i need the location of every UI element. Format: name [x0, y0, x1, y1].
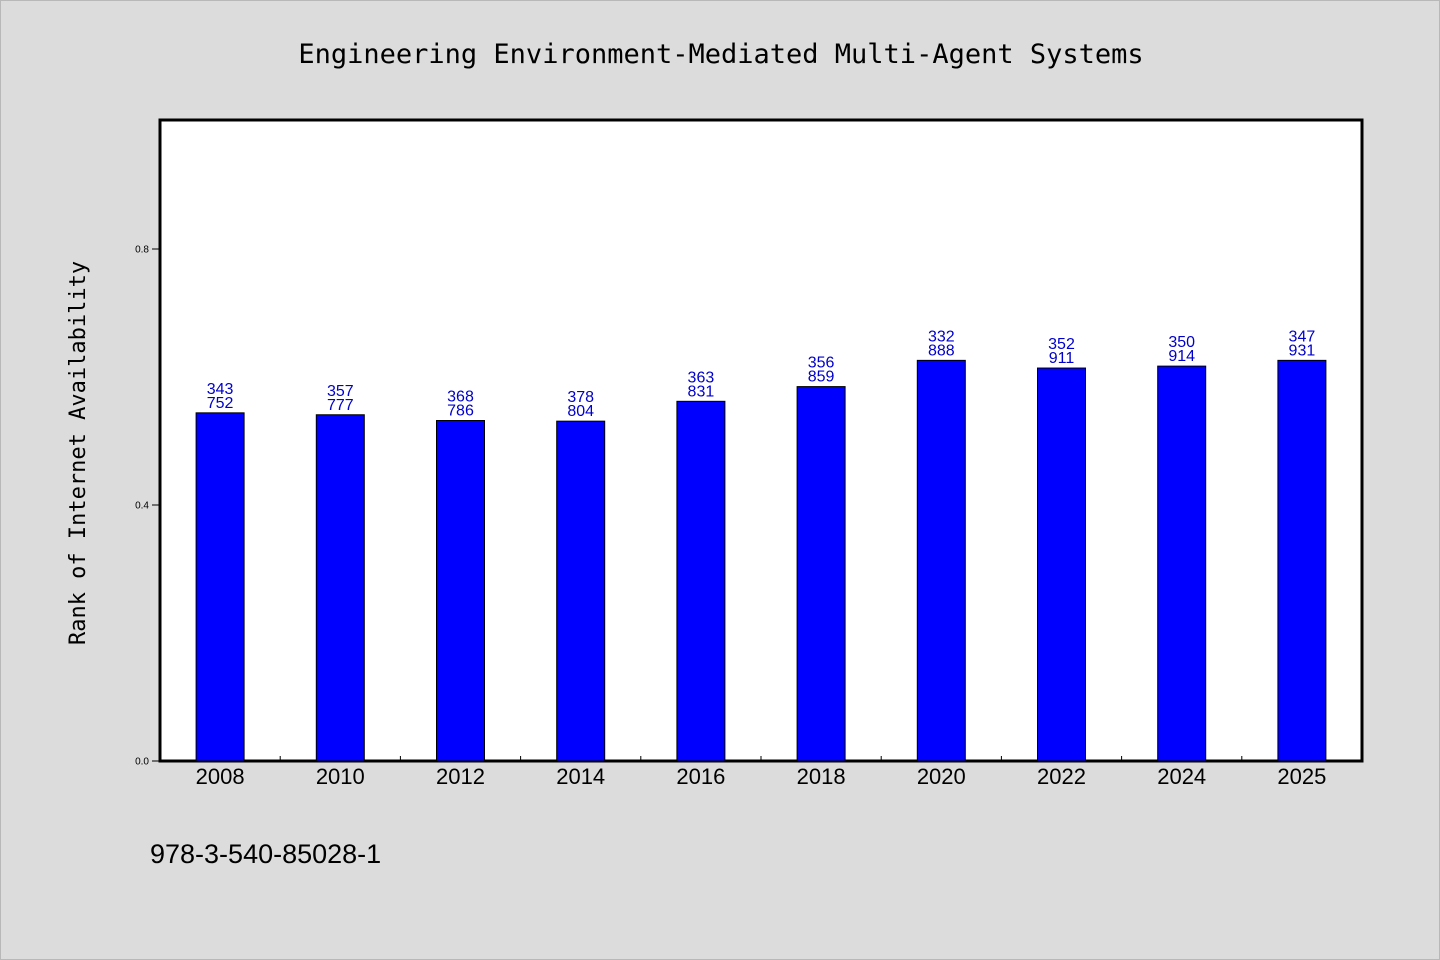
- bar-label-2020-1: 332: [928, 328, 955, 345]
- y-tick-label-0.4: 0.4: [135, 501, 149, 512]
- bar-2008: [195, 412, 245, 762]
- bar-2020: [916, 359, 966, 762]
- bar-label-2020-2: 888: [928, 342, 955, 359]
- x-tick-label-2012: 2012: [436, 764, 485, 789]
- bar-label-2022-2: 911: [1049, 350, 1075, 367]
- bar-label-2010-2: 777: [327, 397, 354, 414]
- bar-label-2022-1: 352: [1048, 336, 1075, 353]
- bar-2016: [676, 400, 726, 762]
- y-axis: 0.0 0.4 0.8: [135, 245, 160, 768]
- bar-2024: [1157, 365, 1207, 762]
- bar-label-2024-2: 914: [1168, 348, 1195, 365]
- y-tick-label-0.0: 0.0: [135, 757, 149, 768]
- bar-label-2012-1: 368: [447, 389, 474, 406]
- bar-2010: [315, 414, 365, 762]
- y-tick-label-0.8: 0.8: [135, 245, 149, 256]
- x-tick-label-2018: 2018: [797, 764, 846, 789]
- bar-label-2016-1: 363: [688, 369, 715, 386]
- x-tick-label-2025: 2025: [1277, 764, 1326, 789]
- x-tick-label-2010: 2010: [316, 764, 365, 789]
- bar-2022: [1037, 367, 1086, 762]
- x-tick-label-2022: 2022: [1037, 764, 1086, 789]
- bar-label-2014-1: 378: [567, 389, 594, 406]
- x-tick-label-2014: 2014: [556, 764, 605, 789]
- bar-label-2008-2: 752: [207, 395, 234, 412]
- chart-title: Engineering Environment-Mediated Multi-A…: [298, 39, 1143, 70]
- bars-layer: [195, 359, 1327, 762]
- x-tick-label-2020: 2020: [917, 764, 966, 789]
- x-tick-label-2024: 2024: [1157, 764, 1206, 789]
- x-axis: 2008 2010 2012 2014 2016 2018 2020 2022 2024 2025: [196, 756, 1326, 789]
- x-tick-label-2016: 2016: [676, 764, 725, 789]
- bar-label-2012-2: 786: [447, 403, 474, 420]
- bar-label-2018-2: 859: [808, 369, 835, 386]
- isbn-label: 978-3-540-85028-1: [150, 839, 381, 869]
- y-axis-label: Rank of Internet Availability: [66, 261, 91, 645]
- bar-label-2025-1: 347: [1289, 328, 1316, 345]
- bar-2012: [436, 420, 485, 762]
- bar-label-2024-1: 350: [1168, 334, 1195, 351]
- bar-label-2018-1: 356: [808, 355, 835, 372]
- bar-2018: [796, 386, 846, 762]
- bar-2014: [556, 420, 606, 762]
- bar-label-2008-1: 343: [207, 381, 234, 398]
- bar-label-2016-2: 831: [688, 383, 715, 400]
- bar-label-2014-2: 804: [567, 403, 594, 420]
- bar-label-2025-2: 931: [1289, 342, 1316, 359]
- bar-label-2010-1: 357: [327, 383, 354, 400]
- x-tick-label-2008: 2008: [196, 764, 245, 789]
- bar-2025: [1277, 359, 1327, 762]
